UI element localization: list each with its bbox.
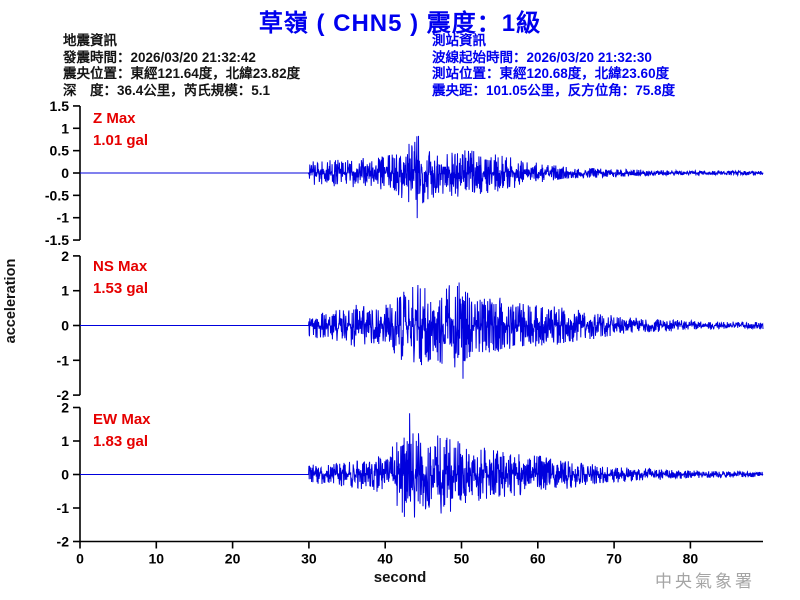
ew-max-value: 1.83 gal — [93, 433, 149, 450]
epicentral-distance-line: 震央距：101.05公里，反方位角：75.8度 — [432, 82, 676, 98]
x-tick-label: 80 — [683, 551, 699, 567]
y-tick-label: 0 — [61, 165, 69, 181]
z-max-annotation: Z Max 1.01 gal — [93, 108, 148, 152]
earthquake-info-block: 地震資訊 發震時間：2026/03/20 21:32:42 震央位置：東經121… — [63, 33, 300, 99]
station-info-heading: 測站資訊 — [432, 33, 486, 48]
epicenter-location-line: 震央位置：東經121.64度，北緯23.82度 — [63, 66, 301, 81]
y-tick-label: 1 — [61, 120, 69, 136]
y-tick-label: 1 — [61, 433, 69, 449]
x-tick-label: 30 — [301, 551, 317, 567]
x-tick-label: 40 — [377, 551, 393, 567]
x-tick-label: 0 — [76, 551, 84, 567]
ew-max-annotation: EW Max 1.83 gal — [93, 409, 151, 453]
depth-magnitude-line: 深 度：36.4公里，芮氏規模：5.1 — [63, 82, 271, 98]
y-tick-label: 2 — [61, 248, 69, 264]
x-axis-label: second — [373, 569, 427, 586]
y-tick-label: 1.5 — [50, 98, 70, 114]
x-tick-label: 60 — [530, 551, 546, 567]
y-tick-label: 2 — [61, 400, 69, 416]
x-tick-label: 70 — [606, 551, 622, 567]
earthquake-info-heading: 地震資訊 — [63, 33, 117, 48]
waveform-NS — [80, 282, 764, 379]
ns-max-label: NS Max — [93, 258, 148, 275]
y-tick-label: -2 — [57, 534, 70, 550]
origin-time-line: 發震時間：2026/03/20 21:32:42 — [63, 49, 256, 65]
y-tick-label: 0 — [61, 318, 69, 334]
station-location-line: 測站位置：東經120.68度，北緯23.60度 — [432, 66, 670, 81]
station-info-block: 測站資訊 波線起始時間：2026/03/20 21:32:30 測站位置：東經1… — [432, 33, 675, 99]
y-tick-label: 1 — [61, 283, 69, 299]
ns-max-value: 1.53 gal — [93, 280, 149, 297]
ns-max-annotation: NS Max 1.53 gal — [93, 256, 148, 300]
y-tick-label: -1 — [57, 352, 70, 368]
y-tick-label: -2 — [57, 387, 70, 403]
y-tick-label: 0.5 — [50, 143, 70, 159]
agency-watermark: 中央氣象署 — [655, 572, 755, 591]
x-tick-label: 20 — [225, 551, 241, 567]
y-tick-label: 0 — [61, 467, 69, 483]
y-tick-label: -1 — [57, 210, 70, 226]
y-tick-label: -0.5 — [45, 187, 69, 203]
wave-start-time-line: 波線起始時間：2026/03/20 21:32:30 — [432, 49, 652, 65]
x-tick-label: 50 — [454, 551, 470, 567]
y-tick-label: -1.5 — [45, 232, 69, 248]
z-max-label: Z Max — [93, 110, 136, 127]
y-tick-label: -1 — [57, 500, 70, 516]
ew-max-label: EW Max — [93, 411, 151, 428]
x-tick-label: 10 — [149, 551, 165, 567]
waveform-Z — [80, 135, 764, 219]
page-title: 草嶺 ( CHN5 ) 震度：1級 — [258, 10, 542, 37]
z-max-value: 1.01 gal — [93, 132, 149, 149]
waveform-EW — [80, 413, 764, 518]
